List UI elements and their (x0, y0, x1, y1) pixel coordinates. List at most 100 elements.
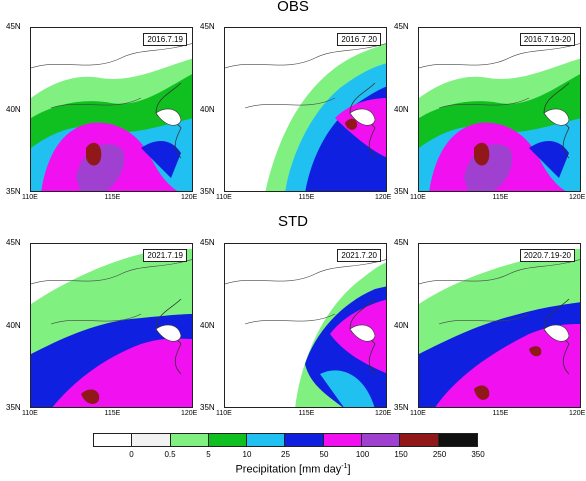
x-tick-label: 115E (298, 194, 315, 201)
panel-date-label: 2020.7.19-20 (519, 249, 575, 262)
precip-contour-level-100 (435, 324, 580, 407)
colorbar-tick: 50 (319, 450, 329, 459)
precipitation-field (419, 43, 580, 191)
province-borders (31, 259, 192, 325)
colorbar-cell-0 (94, 434, 133, 446)
province-borders (225, 259, 386, 325)
colorbar-tick: 250 (432, 450, 447, 459)
y-tick-label: 45N (394, 238, 409, 247)
province-borders (419, 259, 580, 325)
y-tick-label: 45N (394, 22, 409, 31)
colorbar-cell-3 (208, 434, 248, 446)
x-tick-label: 115E (298, 410, 315, 417)
bohai-sea (543, 324, 570, 342)
bohai-sea (349, 108, 376, 126)
x-tick-label: 115E (492, 410, 509, 417)
x-tick-label: 115E (104, 410, 121, 417)
panel-date-label: 2016.7.19 (143, 33, 187, 46)
precip-contour-level-100 (52, 338, 192, 407)
y-tick-label: 40N (394, 320, 409, 330)
panel-date-label: 2021.7.19 (143, 249, 187, 262)
precipitation-field (31, 249, 192, 407)
colorbar-title-text: Precipitation [mm day (235, 463, 342, 476)
x-tick-label: 120E (375, 410, 392, 417)
y-tick-label: 35N (394, 187, 409, 196)
y-tick-label: 35N (200, 187, 215, 196)
y-tick-label: 45N (6, 22, 21, 31)
precipitation-field (419, 249, 580, 407)
colorbar-tick: 350 (471, 450, 485, 459)
map-panel-obs-2: 2016.7.20 (224, 27, 387, 192)
precipitation-field (225, 259, 386, 407)
map-panel-obs-1: 2016.7.19 (30, 27, 193, 192)
colorbar-tick: 0.5 (164, 450, 176, 459)
x-tick-label: 120E (181, 194, 198, 201)
precip-contour-level-25 (320, 370, 375, 407)
province-borders (225, 43, 386, 109)
y-tick-label: 40N (6, 104, 21, 114)
colorbar-tick: 150 (394, 450, 408, 459)
colorbar-title-close: ] (347, 463, 351, 476)
bohai-sea (155, 108, 182, 126)
y-tick-label: 45N (200, 238, 215, 247)
y-tick-label: 40N (200, 104, 215, 114)
y-tick-label: 35N (6, 187, 21, 196)
colorbar-tick: 10 (242, 450, 252, 459)
bohai-sea (543, 108, 570, 126)
province-borders (31, 43, 192, 109)
x-tick-label: 120E (569, 410, 586, 417)
panel-date-label: 2021.7.20 (337, 249, 381, 262)
precip-contour-level-250 (86, 142, 102, 166)
province-borders (419, 43, 580, 109)
map-panel-std-1: 2021.7.19 (30, 243, 193, 408)
y-tick-label: 35N (6, 403, 21, 412)
colorbar-tick: 25 (281, 450, 290, 459)
colorbar-tick: 5 (206, 450, 211, 459)
x-tick-label: 110E (216, 194, 232, 201)
map-panel-obs-3: 2016.7.19-20 (418, 27, 581, 192)
x-tick-label: 110E (216, 410, 232, 417)
x-tick-label: 110E (410, 410, 426, 417)
bohai-sea (155, 324, 182, 342)
precip-contour-level-250 (474, 385, 490, 400)
row-title-obs: OBS (277, 0, 309, 15)
colorbar-cell-7 (362, 434, 401, 446)
panel-date-label: 2016.7.19-20 (519, 33, 575, 46)
y-tick-label: 40N (394, 104, 409, 114)
x-tick-label: 120E (181, 410, 198, 417)
colorbar-cell-4 (247, 434, 286, 446)
colorbar-cell-5 (285, 434, 324, 446)
row-title-std: STD (278, 213, 308, 230)
y-tick-label: 35N (200, 403, 215, 412)
precip-contour-level-50 (529, 141, 569, 178)
precipitation-field (31, 43, 192, 191)
x-tick-label: 115E (104, 194, 121, 201)
y-tick-label: 40N (200, 320, 215, 330)
colorbar-cell-1 (132, 434, 171, 446)
colorbar-cell-9 (438, 434, 477, 446)
colorbar-cell-2 (170, 434, 209, 446)
precip-contour-level-50 (141, 141, 181, 178)
x-tick-label: 110E (22, 410, 38, 417)
colorbar-tick: 0 (129, 450, 134, 459)
x-tick-label: 120E (375, 194, 392, 201)
x-tick-label: 115E (492, 194, 509, 201)
colorbar-title: Precipitation [mm day-1] (0, 463, 586, 476)
bohai-sea (349, 324, 376, 342)
precip-contour-level-250 (345, 118, 358, 130)
colorbar-title-superscript: -1 (341, 463, 348, 470)
colorbar-tick: 100 (355, 450, 370, 459)
y-tick-label: 45N (6, 238, 21, 247)
colorbar-cell-6 (323, 434, 363, 446)
x-tick-label: 120E (569, 194, 586, 201)
precipitation-colorbar (93, 433, 478, 447)
colorbar-cell-8 (400, 434, 439, 446)
x-tick-label: 110E (410, 194, 426, 201)
precip-contour-level-100 (335, 98, 386, 158)
y-tick-label: 40N (6, 320, 21, 330)
map-panel-std-2: 2021.7.20 (224, 243, 387, 408)
precipitation-field (225, 43, 386, 191)
precip-contour-level-250 (529, 346, 542, 357)
y-tick-label: 45N (200, 22, 215, 31)
y-tick-label: 35N (394, 403, 409, 412)
